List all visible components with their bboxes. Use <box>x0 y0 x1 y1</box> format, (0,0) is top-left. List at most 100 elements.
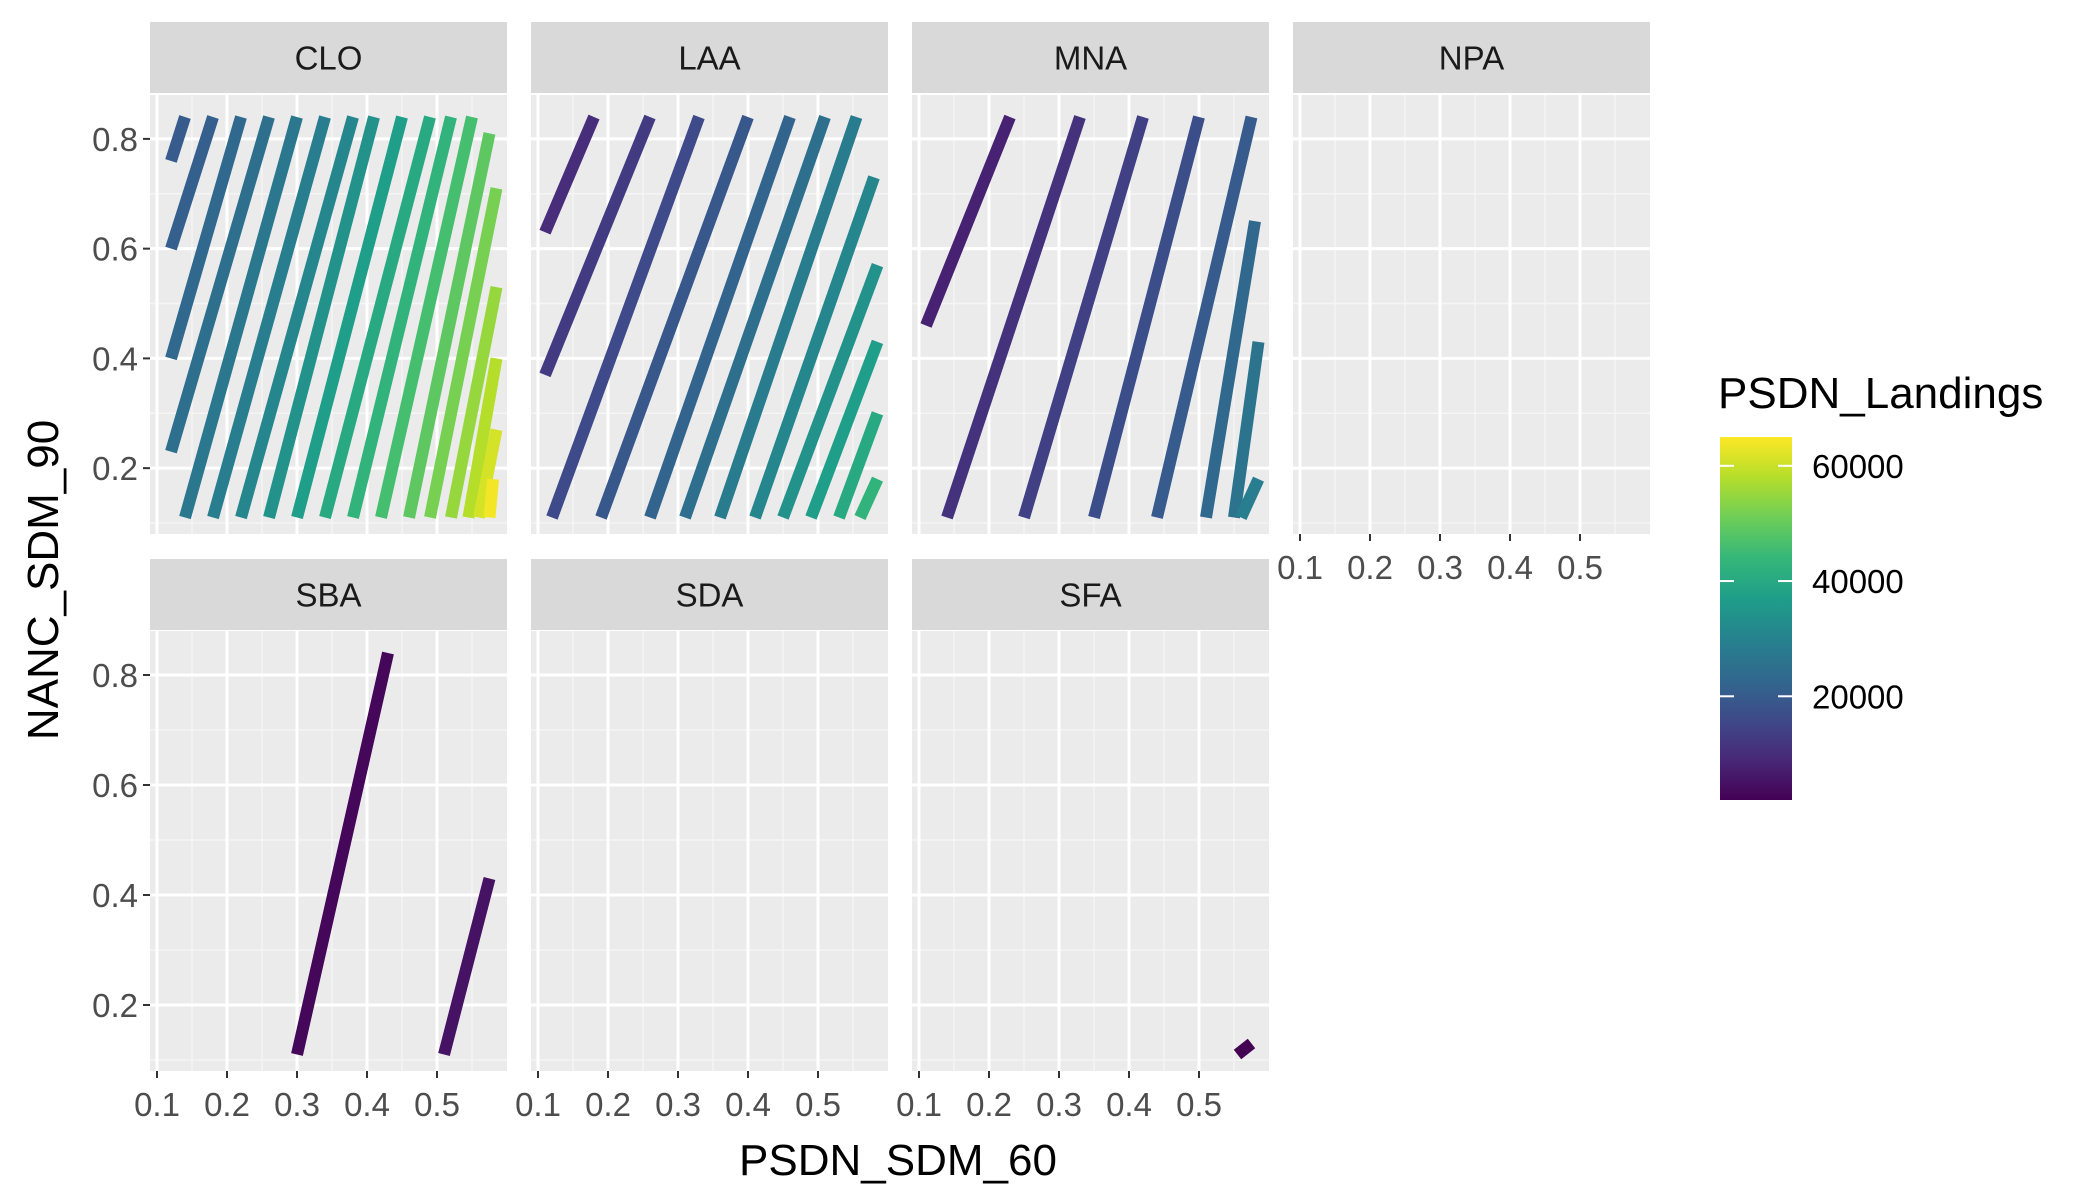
facet-panel-mna: MNA <box>912 22 1269 534</box>
panel-background <box>531 631 888 1071</box>
contour-line <box>1088 115 1205 520</box>
contour-line <box>679 115 831 520</box>
x-tick-label: 0.4 <box>725 1086 771 1123</box>
x-tick-label: 0.2 <box>204 1086 250 1123</box>
facet-strip-label: CLO <box>295 40 363 77</box>
contour-line <box>1228 341 1265 519</box>
panels-group: CLO LAA MNA NPA SBA SDA SFA <box>150 22 1650 1071</box>
facet-panel-npa: NPA <box>1293 22 1650 534</box>
y-tick-label: 0.8 <box>92 121 138 158</box>
x-tick-label: 0.4 <box>1487 549 1533 586</box>
contour-line <box>462 357 503 519</box>
facet-strip <box>1293 22 1650 93</box>
contour-line <box>165 115 275 454</box>
contour-line <box>546 114 705 520</box>
legend-break-label: 20000 <box>1812 678 1904 715</box>
x-tick-label: 0.2 <box>1347 549 1393 586</box>
contour-line <box>207 115 331 520</box>
facet-panel-sfa: SFA <box>912 559 1269 1071</box>
contour-line <box>473 428 503 519</box>
x-tick-label: 0.3 <box>274 1086 320 1123</box>
contour-line <box>1018 115 1149 520</box>
x-tick-label: 0.5 <box>795 1086 841 1123</box>
facet-strip <box>912 22 1269 93</box>
y-tick-label: 0.6 <box>92 767 138 804</box>
x-axis-ticks: 0.1 0.2 0.3 0.4 0.5 0.1 0.2 0.3 0.4 0.5 0.1 0.2 0.3 0… <box>134 534 1603 1123</box>
contour-line <box>263 115 380 520</box>
contour-line <box>319 115 436 520</box>
facet-panel-sba: SBA <box>150 559 507 1071</box>
contour-line <box>438 876 496 1057</box>
panel-background <box>912 631 1269 1071</box>
facet-panel-clo: CLO <box>150 22 507 534</box>
facet-strip-label: SBA <box>295 577 361 614</box>
contour-line <box>165 115 247 361</box>
facet-panel-sda: SDA <box>531 559 888 1071</box>
contour-line <box>375 115 478 519</box>
facet-strip-label: NPA <box>1439 40 1504 77</box>
facet-strip-label: MNA <box>1054 40 1127 77</box>
contour-line <box>291 651 394 1056</box>
facet-panel-laa: LAA <box>531 22 888 534</box>
y-tick-label: 0.4 <box>92 877 138 914</box>
facet-strip <box>150 22 507 93</box>
y-axis-ticks: 0.2 0.4 0.6 0.8 0.2 0.4 0.6 0.8 <box>92 121 150 1024</box>
contour-line <box>539 114 656 378</box>
x-tick-label: 0.5 <box>1176 1086 1222 1123</box>
facet-strip <box>912 559 1269 630</box>
x-tick-label: 0.4 <box>344 1086 390 1123</box>
contour-line <box>941 115 1086 520</box>
contour-line <box>920 114 1016 328</box>
y-tick-label: 0.2 <box>92 987 138 1024</box>
contour-line <box>777 262 884 520</box>
y-tick-label: 0.6 <box>92 231 138 268</box>
contour-line <box>1200 220 1261 519</box>
legend-break-label: 40000 <box>1812 563 1904 600</box>
contour-line <box>833 411 884 520</box>
contour-line <box>539 114 600 235</box>
contour-line <box>291 115 408 520</box>
x-tick-label: 0.3 <box>1036 1086 1082 1123</box>
x-tick-label: 0.3 <box>1417 549 1463 586</box>
y-axis-title: NANC_SDM_90 <box>19 420 68 740</box>
legend-break-label: 60000 <box>1812 448 1904 485</box>
panel-background <box>1293 95 1650 534</box>
contour-line <box>1235 476 1264 520</box>
x-tick-label: 0.3 <box>655 1086 701 1123</box>
x-tick-label: 0.2 <box>585 1086 631 1123</box>
contour-line <box>854 476 883 520</box>
legend-title: PSDN_Landings <box>1718 369 2043 418</box>
contour-line <box>179 115 303 520</box>
contour-line <box>424 187 503 519</box>
facet-strip-label: SFA <box>1059 577 1121 614</box>
contour-line <box>235 115 359 520</box>
x-tick-label: 0.5 <box>414 1086 460 1123</box>
x-axis-title: PSDN_SDM_60 <box>739 1136 1057 1185</box>
y-tick-label: 0.8 <box>92 657 138 694</box>
contour-line <box>445 285 503 519</box>
facet-strip-label: SDA <box>676 577 744 614</box>
contour-line <box>644 115 796 520</box>
y-tick-label: 0.2 <box>92 450 138 487</box>
x-tick-label: 0.2 <box>966 1086 1012 1123</box>
contour-line <box>1151 115 1258 519</box>
contour-line <box>165 115 191 163</box>
x-tick-label: 0.4 <box>1106 1086 1152 1123</box>
facet-strip <box>531 22 888 93</box>
contour-line <box>749 175 880 520</box>
x-tick-label: 0.1 <box>134 1086 180 1123</box>
y-tick-label: 0.4 <box>92 340 138 377</box>
x-tick-label: 0.1 <box>896 1086 942 1123</box>
contour-line <box>347 115 457 519</box>
contour-line <box>1233 1038 1256 1060</box>
legend: PSDN_Landings 20000 40000 60000 <box>1718 369 2043 800</box>
panel-background <box>150 631 507 1071</box>
contour-line <box>403 132 496 519</box>
contour-line <box>165 115 219 251</box>
contour-line <box>595 114 754 520</box>
facet-strip <box>150 559 507 630</box>
legend-breaks: 20000 40000 60000 <box>1720 448 1904 715</box>
legend-colorbar <box>1720 437 1792 800</box>
contour-line <box>714 115 863 520</box>
